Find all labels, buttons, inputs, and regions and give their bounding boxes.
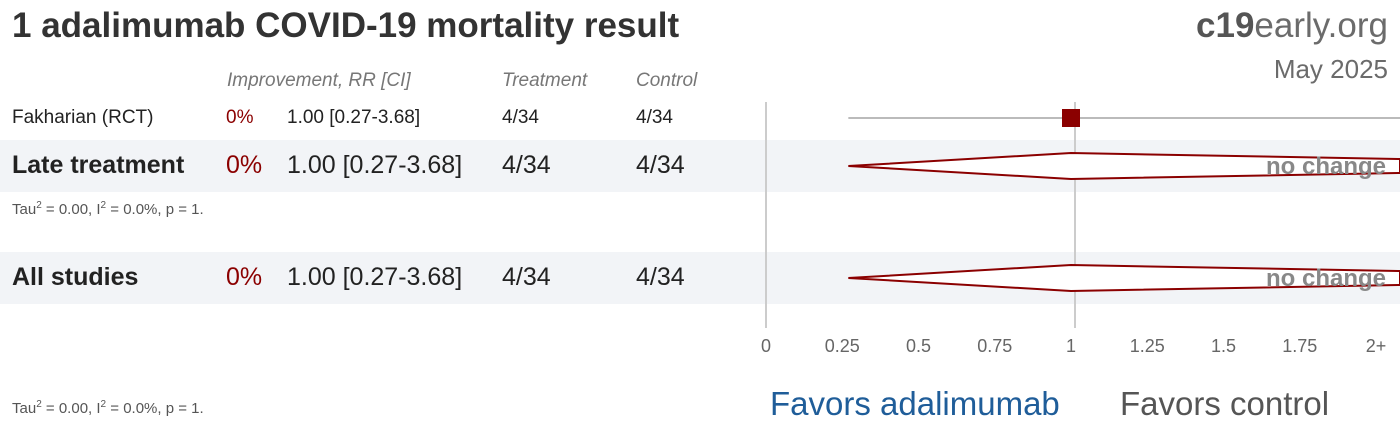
x-tick-label: 1.5 <box>1211 336 1236 356</box>
x-tick-label: 0.5 <box>906 336 931 356</box>
forest-plot: 0 0.25 0.5 0.75 1 1.25 1.5 1.75 2+ no changeno c… <box>0 0 1400 429</box>
x-axis-ticks: 0 0.25 0.5 0.75 1 1.25 1.5 1.75 2+ <box>761 336 1386 356</box>
x-tick-label: 0.25 <box>825 336 860 356</box>
x-tick-label: 0.75 <box>977 336 1012 356</box>
x-tick-label: 0 <box>761 336 771 356</box>
plot-marks: no change no change <box>848 109 1400 292</box>
x-tick-label: 1.25 <box>1130 336 1165 356</box>
x-tick-label: 1 <box>1066 336 1076 356</box>
study-point-estimate <box>1062 109 1080 127</box>
effect-label: no change <box>1266 265 1386 292</box>
effect-label: no change <box>1266 153 1386 180</box>
x-tick-label: 2+ <box>1366 336 1387 356</box>
x-tick-label: 1.75 <box>1282 336 1317 356</box>
